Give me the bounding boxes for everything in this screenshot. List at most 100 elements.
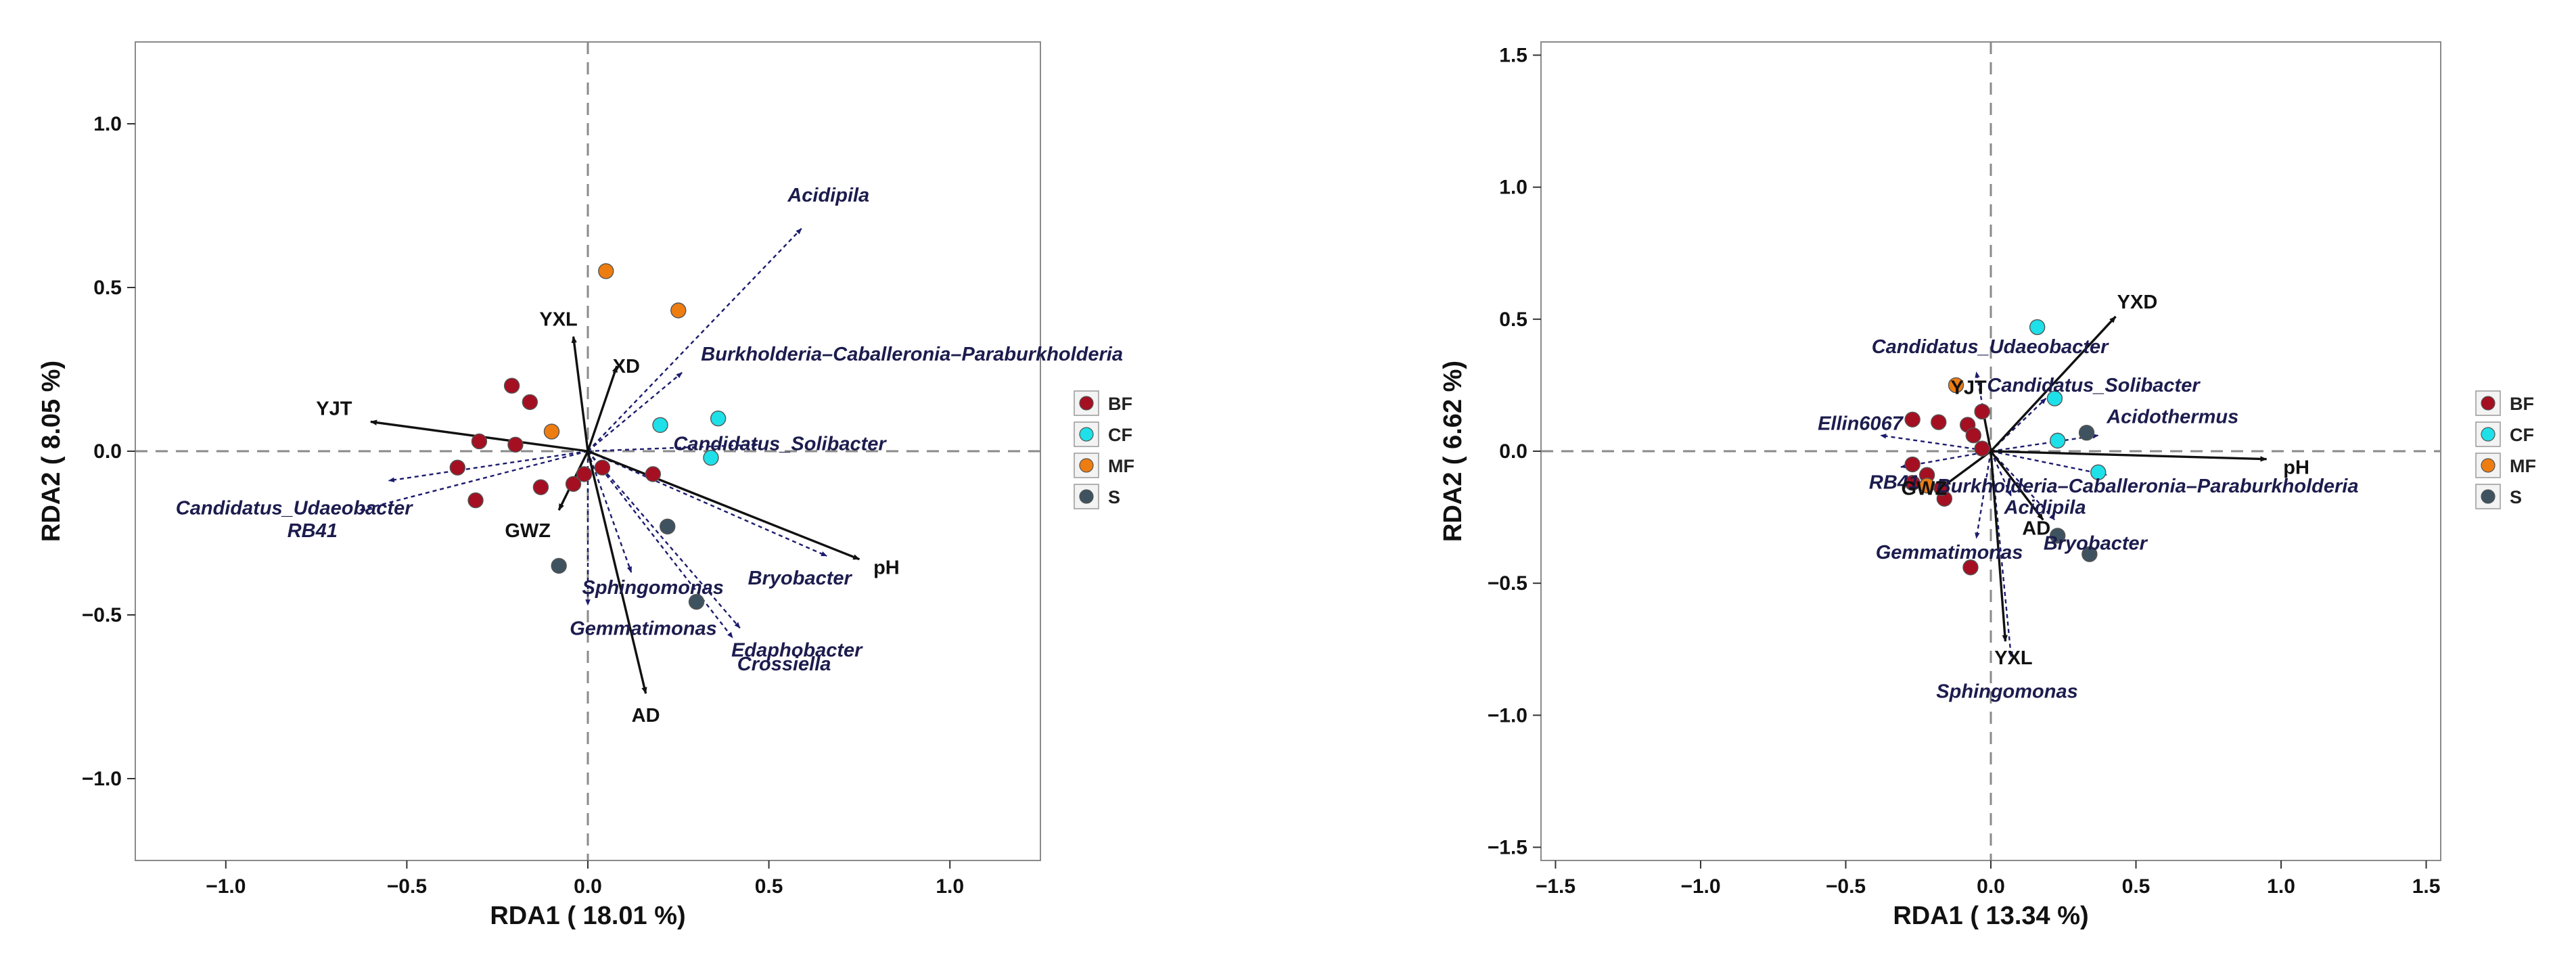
species-arrow-candidatus-solibacter	[587, 442, 759, 453]
sample-point-bf	[449, 459, 466, 476]
env-arrow-ad	[1990, 450, 2044, 521]
legend-marker-cf	[2481, 427, 2496, 442]
env-label-xd: XD	[613, 356, 640, 377]
sample-point-mf	[1918, 478, 1935, 494]
sample-point-cf	[703, 449, 719, 466]
sample-point-s	[2082, 546, 2098, 562]
env-arrow-yxl	[571, 336, 589, 452]
legend-key-mf	[2475, 453, 2501, 478]
y-axis-title: RDA2 ( 6.62 %)	[1439, 361, 1467, 542]
legend-marker-bf	[1079, 396, 1094, 411]
sample-point-bf	[565, 476, 582, 492]
sample-point-bf	[1904, 411, 1920, 428]
y-tick-label: −0.5	[82, 604, 122, 626]
env-label-ph: pH	[873, 557, 900, 579]
env-arrow-ph	[1990, 450, 2268, 462]
x-tick-label: 0.0	[574, 875, 602, 898]
legend-marker-s	[2481, 489, 2496, 504]
env-arrow-ph	[587, 450, 860, 561]
y-tick-label: −1.5	[1488, 836, 1527, 858]
sample-point-cf	[2090, 464, 2107, 480]
sample-point-bf	[1974, 440, 1990, 457]
env-label-ad: AD	[632, 705, 660, 727]
y-tick-label: 0.0	[93, 440, 122, 463]
species-label-bryobacter: Bryobacter	[2044, 532, 2148, 554]
legend: BF CF MF S	[2475, 390, 2536, 509]
species-arrow-burkholderia-caballeronia-paraburkholderia	[1990, 450, 2108, 477]
x-tick-label: 1.5	[2412, 875, 2441, 898]
x-tick-label: −1.5	[1536, 875, 1576, 898]
species-arrow-acidothermus	[1990, 434, 2099, 453]
sample-point-bf	[467, 492, 484, 509]
legend-marker-mf	[1079, 458, 1094, 473]
sample-point-s	[2049, 528, 2066, 544]
env-label-yjt: YJT	[1951, 377, 1987, 399]
species-arrow-ellin6067	[1880, 434, 1992, 453]
y-tick-label: 1.0	[1499, 177, 1527, 199]
y-tick-label: 1.0	[93, 113, 122, 135]
rda-plot-right: −1.5 −1.0 −0.5 0.0 0.5 1.0 1.5 −1.5 −1.0 −0.5 0.0 0…	[1439, 41, 2536, 930]
env-label-yjt: YJT	[316, 398, 352, 419]
sample-point-mf	[670, 302, 687, 319]
species-label-gemmatimonas: Gemmatimonas	[1876, 542, 2023, 564]
sample-point-mf	[543, 423, 560, 440]
legend-label-mf: MF	[1108, 456, 1134, 476]
species-label-candidatus-solibacter: Candidatus_Solibacter	[1987, 375, 2201, 396]
sample-point-s	[688, 593, 705, 610]
species-arrow-burkholderia-caballeronia-paraburkholderia	[587, 371, 683, 452]
y-tick-label: −1.0	[1488, 704, 1527, 727]
legend-label-s: S	[2510, 487, 2522, 507]
rda-plot-left: −1.0 −0.5 0.0 0.5 1.0 −1.0 −0.5 0.0 0.5 1.0 RDA1 (…	[37, 41, 1134, 930]
sample-point-bf	[1962, 559, 1979, 576]
x-axis-title: RDA1 ( 18.01 %)	[490, 902, 685, 930]
sample-point-s	[2078, 424, 2095, 441]
legend-label-bf: BF	[1108, 394, 1132, 414]
species-label-acidipila: Acidipila	[2004, 497, 2086, 518]
env-label-gwz: GWZ	[505, 520, 551, 542]
legend-marker-cf	[1079, 427, 1094, 442]
x-tick-label: −1.0	[1680, 875, 1720, 898]
env-label-gwz: GWZ	[1902, 478, 1948, 500]
env-label-ad: AD	[2022, 518, 2050, 539]
x-tick-label: 0.5	[755, 875, 783, 898]
x-tick-label: 0.0	[1977, 875, 2005, 898]
species-arrow-acidipila	[1990, 451, 2013, 497]
sample-point-mf	[1948, 377, 1964, 394]
species-arrow-sphingomonas	[1990, 451, 2013, 658]
species-label-bryobacter: Bryobacter	[748, 568, 853, 589]
sample-point-cf	[2046, 390, 2063, 407]
x-tick-label: −0.5	[387, 875, 427, 898]
y-tick-label: 0.0	[1499, 440, 1527, 463]
y-tick-label: 1.5	[1499, 45, 1527, 67]
env-arrow-yxl	[1990, 451, 2008, 642]
species-label-candidatus-udaeobacter: Candidatus_Udaeobacter	[176, 498, 413, 520]
species-arrow-sphingomonas	[586, 451, 632, 573]
species-arrow-candidatus-udaeobacter	[388, 450, 589, 483]
sample-point-cf	[2029, 319, 2046, 336]
species-arrow-rb41	[359, 450, 589, 511]
legend-label-s: S	[1108, 487, 1120, 507]
species-arrow-bryobacter	[1990, 451, 2056, 521]
sample-point-s	[551, 557, 567, 574]
legend-marker-bf	[2481, 396, 2496, 411]
species-arrow-bryobacter	[587, 450, 827, 557]
x-tick-label: 0.5	[2122, 875, 2150, 898]
legend-label-mf: MF	[2510, 456, 2536, 476]
species-label-edaphobacter: Edaphobacter	[731, 639, 863, 661]
sample-point-bf	[507, 436, 524, 453]
species-label-candidatus-udaeobacter: Candidatus_Udaeobacter	[1872, 336, 2109, 358]
x-tick-label: 1.0	[936, 875, 964, 898]
legend-label-cf: CF	[2510, 425, 2534, 445]
sample-point-bf	[532, 479, 549, 495]
species-label-acidipila: Acidipila	[787, 185, 869, 206]
env-arrow-xd	[586, 365, 618, 452]
species-label-gemmatimonas: Gemmatimonas	[570, 618, 717, 639]
sample-point-bf	[1904, 456, 1920, 473]
y-tick-label: −1.0	[82, 768, 122, 790]
x-tick-label: 1.0	[2267, 875, 2295, 898]
species-label-acidothermus: Acidothermus	[2106, 407, 2238, 428]
y-axis-title: RDA2 ( 8.05 %)	[37, 361, 66, 542]
legend-label-bf: BF	[2510, 394, 2534, 414]
species-label-candidatus-solibacter: Candidatus_Solibacter	[673, 433, 887, 455]
species-arrow-crossiella	[587, 451, 734, 639]
